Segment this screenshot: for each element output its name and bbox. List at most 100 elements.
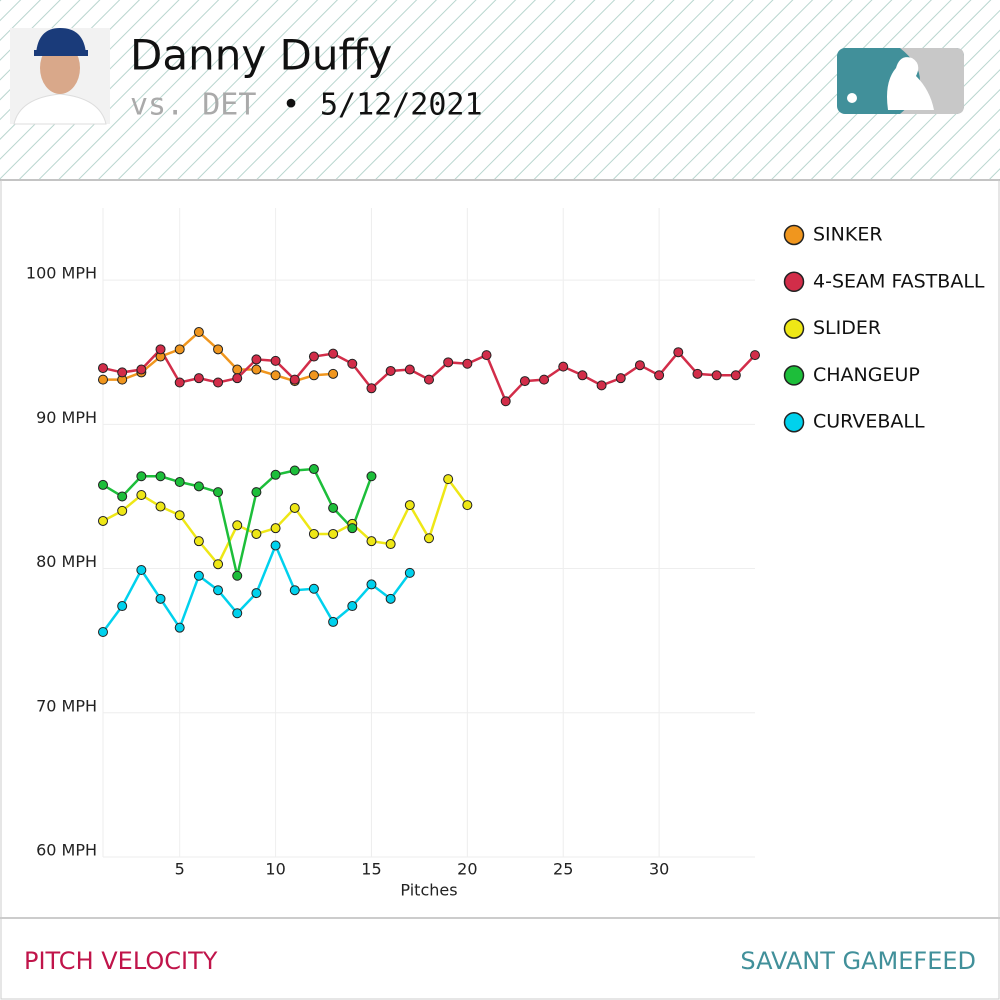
y-tick-label: 90 MPH [36, 408, 97, 427]
pitch-point [155, 501, 166, 512]
game-date: 5/12/2021 [320, 88, 483, 123]
pitch-point [193, 570, 204, 581]
pitch-point [347, 523, 358, 534]
pitch-point [213, 559, 224, 570]
pitch-point [213, 377, 224, 388]
pitch-point [308, 583, 319, 594]
pitch-point [328, 616, 339, 627]
pitch-point [366, 579, 377, 590]
pitch-point [328, 368, 339, 379]
pitch-point [136, 490, 147, 501]
pitch-point [251, 364, 262, 375]
pitch-point [308, 464, 319, 475]
pitch-point [117, 367, 128, 378]
pitch-point [155, 593, 166, 604]
pitch-point [232, 373, 243, 384]
y-tick-label: 60 MPH [36, 841, 97, 860]
pitch-point [289, 465, 300, 476]
pitch-point [347, 601, 358, 612]
pitch-point [232, 608, 243, 619]
pitch-point [308, 351, 319, 362]
separator: • [282, 88, 300, 123]
pitch-point [462, 500, 473, 511]
pitch-point [251, 354, 262, 365]
pitch-point [308, 370, 319, 381]
pitch-point [193, 373, 204, 384]
pitch-point [328, 502, 339, 513]
pitch-point [251, 588, 262, 599]
pitch-point [232, 364, 243, 375]
pitch-point [500, 396, 511, 407]
pitch-point [136, 564, 147, 575]
pitch-point [289, 502, 300, 513]
pitch-point [270, 370, 281, 381]
pitch-point [174, 477, 185, 488]
league-logo [837, 48, 964, 114]
legend-label: CURVEBALL [813, 411, 925, 433]
pitch-point [213, 344, 224, 355]
legend-label: SINKER [813, 224, 883, 246]
pitch-point [404, 567, 415, 578]
pitch-point [232, 520, 243, 531]
pitch-point [385, 539, 396, 550]
x-axis-label: Pitches [400, 881, 457, 900]
pitch-point [443, 357, 454, 368]
y-tick-label: 100 MPH [26, 264, 97, 283]
pitch-point [519, 376, 530, 387]
pitch-point [692, 368, 703, 379]
opponent: vs. DET [130, 88, 256, 123]
pitch-point [232, 570, 243, 581]
pitch-point [155, 471, 166, 482]
pitch-point [251, 528, 262, 539]
pitch-point [424, 374, 434, 385]
pitch-point [366, 383, 377, 394]
pitch-point [404, 500, 415, 511]
x-tick-label: 30 [649, 860, 669, 879]
pitch-point [308, 528, 319, 539]
x-tick-label: 15 [361, 860, 381, 879]
pitch-point [174, 344, 185, 355]
pitch-point [654, 370, 665, 381]
series-line [102, 476, 469, 567]
pitch-point [596, 380, 607, 391]
pitch-point [98, 515, 108, 526]
pitch-point [136, 471, 147, 482]
pitch-point [270, 523, 281, 534]
pitch-point [577, 370, 588, 381]
pitch-point [558, 361, 569, 372]
pitch-point [213, 487, 224, 498]
player-name: Danny Duffy [130, 31, 392, 80]
pitch-point [117, 505, 128, 516]
pitch-point [615, 373, 626, 384]
legend-swatch [783, 271, 805, 293]
card-border [0, 179, 1000, 1000]
pitch-point [385, 593, 396, 604]
pitch-point [98, 374, 108, 385]
pitch-point [462, 358, 473, 369]
player-photo [10, 28, 110, 125]
x-tick-label: 10 [265, 860, 285, 879]
pitch-point [98, 479, 108, 490]
x-tick-label: 5 [175, 860, 185, 879]
pitch-point [443, 474, 454, 485]
pitch-point [174, 510, 185, 521]
pitch-point [366, 471, 377, 482]
legend-swatch [783, 224, 805, 246]
pitch-point [328, 528, 339, 539]
pitch-point [174, 622, 185, 633]
pitch-point [366, 536, 377, 547]
y-tick-label: 80 MPH [36, 552, 97, 571]
pitch-point [711, 370, 722, 381]
legend-label: SLIDER [813, 317, 881, 339]
x-tick-label: 25 [553, 860, 573, 879]
pitch-point [213, 585, 224, 596]
pitch-point [539, 374, 550, 385]
y-tick-label: 70 MPH [36, 696, 97, 715]
pitch-point [730, 370, 741, 381]
pitch-point [174, 377, 185, 388]
pitch-point [289, 374, 300, 385]
footer-title: PITCH VELOCITY [24, 947, 218, 975]
pitch-point [155, 344, 166, 355]
pitch-point [481, 350, 492, 361]
